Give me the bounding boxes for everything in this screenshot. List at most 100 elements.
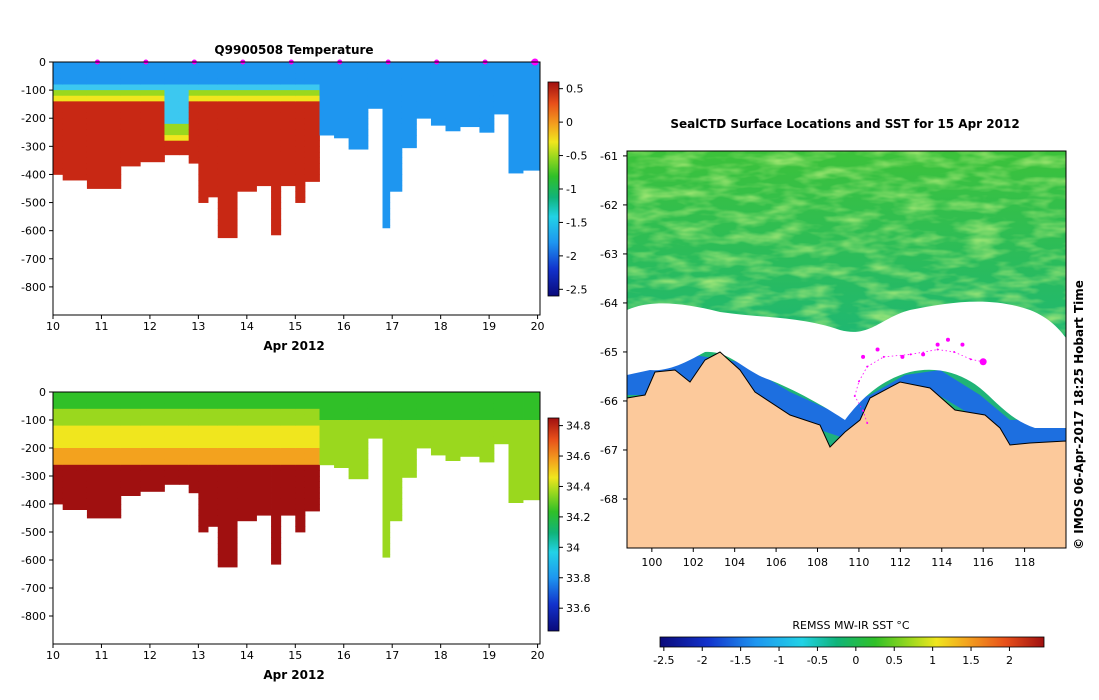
salinity-cell (140, 392, 165, 398)
temperature-cell (304, 78, 320, 85)
temperature-cell (256, 84, 272, 91)
salinity-cell (198, 492, 209, 499)
salinity-cell (62, 453, 88, 460)
salinity-cell (178, 470, 190, 477)
salinity-cell (86, 515, 122, 519)
temperature-cell (508, 90, 524, 97)
salinity-cell (389, 414, 403, 421)
salinity-cell (319, 408, 335, 415)
salinity-cell (479, 414, 495, 421)
temperature-cell (445, 129, 461, 132)
temperature-cell (120, 67, 141, 74)
temperature-cell (271, 219, 282, 226)
salinity-cell (62, 442, 88, 449)
temperature-cell (140, 151, 165, 158)
temperature-cell (304, 118, 320, 125)
salinity-cell (120, 408, 141, 415)
temperature-cell (164, 95, 180, 102)
temperature-cell (430, 101, 446, 108)
salinity-cell (295, 476, 306, 482)
temperature-cell (140, 78, 165, 85)
temperature-cell (140, 135, 165, 142)
salinity-cell (479, 403, 495, 410)
temperature-cell (382, 180, 391, 187)
temperature-cell (430, 90, 446, 97)
temperature-cell (295, 73, 306, 80)
temperature-cell (237, 112, 257, 119)
temperature-cell (120, 90, 141, 97)
salinity-cell (460, 448, 480, 454)
salinity-cell (416, 431, 432, 438)
salinity-cell (271, 392, 282, 398)
temperature-cell (319, 123, 335, 130)
salinity-cell (62, 504, 88, 510)
temperature-cell (508, 62, 524, 69)
lat-tick-label: -68 (600, 493, 618, 506)
temperature-cell (178, 73, 190, 80)
salinity-cell (53, 392, 64, 398)
salinity-cell (295, 425, 306, 432)
salinity-cell (208, 442, 219, 449)
temperature-cell (445, 78, 461, 85)
salinity-cell (188, 436, 199, 443)
salinity-cell (389, 420, 403, 426)
salinity-cell (479, 420, 495, 426)
salinity-cell (367, 431, 383, 438)
salinity-cell (188, 408, 199, 415)
temperature-cell (389, 67, 403, 74)
salinity-cell (53, 487, 64, 494)
salinity-cell (280, 504, 296, 510)
temperature-cell (508, 129, 524, 136)
salinity-cell (295, 397, 306, 404)
salinity-cell (389, 431, 403, 438)
salinity-cell (237, 515, 257, 522)
temperature-cell (430, 73, 446, 80)
temperature-cell (334, 106, 349, 113)
salinity-cell (401, 392, 417, 398)
salinity-cell (430, 397, 446, 404)
salinity-cell (445, 420, 461, 426)
temperature-cell (508, 157, 524, 164)
temperature-cell (295, 146, 306, 153)
salinity-cell (271, 537, 282, 544)
salinity-cell (523, 448, 541, 454)
temperature-cell (62, 112, 88, 119)
salinity-cell (523, 408, 541, 415)
temperature-cell (295, 106, 306, 113)
temperature-data-cells (53, 62, 541, 239)
temperature-cell (120, 163, 141, 167)
temperature-cell (120, 106, 141, 113)
temperature-cell (164, 129, 180, 136)
temperature-cell (382, 196, 391, 203)
salinity-cell (164, 481, 180, 485)
salinity-cell (271, 520, 282, 527)
temperature-cell (140, 90, 165, 97)
temperature-cell (416, 106, 432, 113)
temperature-cell (237, 95, 257, 102)
temperature-cell (53, 90, 64, 97)
temperature-cell (508, 118, 524, 125)
temperature-cell (164, 84, 180, 91)
salinity-cell (217, 498, 238, 505)
salinity-cell (389, 408, 403, 415)
salinity-cell (523, 436, 541, 443)
salinity-cell (271, 509, 282, 516)
salinity-panel: 10 11 12 13 14 15 16 17 18 19 20 0 -100 -200 -300 -400… (21, 386, 590, 682)
temperature-cell (508, 168, 524, 174)
temperature-cell (62, 78, 88, 85)
salinity-cell (188, 414, 199, 421)
temperature-cell (62, 157, 88, 164)
salinity-cell (256, 453, 272, 460)
temperature-cell (348, 112, 369, 119)
salinity-cell (295, 520, 306, 527)
temperature-cell (348, 118, 369, 125)
temperature-cell (217, 112, 238, 119)
salinity-cell (62, 414, 88, 421)
salinity-cell (188, 487, 199, 494)
salinity-cell (198, 464, 209, 471)
salinity-cell (237, 470, 257, 477)
salinity-cell (256, 464, 272, 471)
salinity-cell (188, 425, 199, 432)
salinity-cell (164, 414, 180, 421)
temperature-cell (389, 90, 403, 97)
